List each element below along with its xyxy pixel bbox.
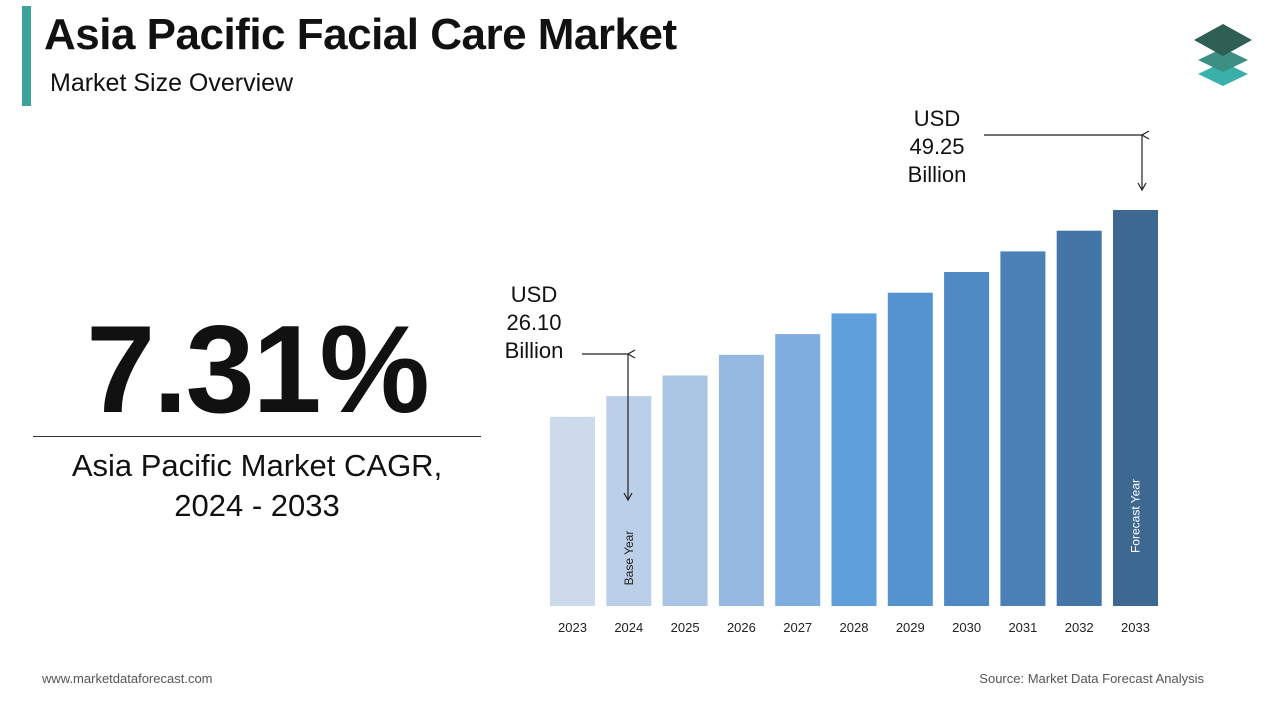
bar-2033	[1113, 210, 1158, 606]
cagr-label-line1: Asia Pacific Market CAGR,	[71, 448, 443, 483]
bar-2031	[1000, 251, 1046, 606]
cagr-value: 7.31%	[86, 301, 430, 439]
base-callout-amount: 26.10	[506, 310, 562, 335]
brand-logo-icon	[1194, 24, 1252, 86]
forecast-year-callout-arrow	[984, 135, 1142, 190]
page-subtitle: Market Size Overview	[50, 69, 294, 97]
bar-tag-2024: Base Year	[622, 531, 636, 586]
x-tick-label-2031: 2031	[1008, 620, 1037, 635]
cagr-label-line2: 2024 - 2033	[174, 488, 340, 523]
x-tick-label-2023: 2023	[558, 620, 587, 635]
cagr-divider	[33, 436, 481, 437]
x-tick-label-2033: 2033	[1121, 620, 1150, 635]
bar-2028	[831, 313, 877, 606]
x-tick-label-2026: 2026	[727, 620, 756, 635]
page-title: Asia Pacific Facial Care Market	[44, 10, 677, 59]
forecast-callout-currency: USD	[913, 106, 961, 131]
x-tick-label-2024: 2024	[614, 620, 643, 635]
x-tick-label-2028: 2028	[840, 620, 869, 635]
forecast-callout-unit: Billion	[907, 162, 967, 187]
x-tick-label-2029: 2029	[896, 620, 925, 635]
bar-2026	[718, 354, 764, 606]
bar-2023	[550, 416, 595, 606]
bar-2030	[944, 272, 990, 606]
bar-2029	[887, 292, 933, 606]
base-year-value-callout: USD 26.10 Billion	[495, 281, 573, 365]
base-callout-currency: USD	[510, 282, 558, 307]
cagr-label: Asia Pacific Market CAGR, 2024 - 2033	[33, 446, 481, 526]
forecast-year-value-callout: USD 49.25 Billion	[897, 105, 977, 189]
bar-2027	[775, 334, 821, 606]
forecast-callout-amount: 49.25	[909, 134, 965, 159]
x-tick-label-2027: 2027	[783, 620, 812, 635]
website-footer: www.marketdataforecast.com	[42, 671, 213, 686]
base-callout-unit: Billion	[504, 338, 564, 363]
x-tick-label-2032: 2032	[1065, 620, 1094, 635]
bar-tag-2033: Forecast Year	[1129, 479, 1143, 553]
base-year-callout-arrow	[582, 354, 628, 500]
bar-2025	[662, 375, 708, 606]
x-tick-label-2030: 2030	[952, 620, 981, 635]
x-tick-label-2025: 2025	[671, 620, 700, 635]
bar-2032	[1056, 230, 1102, 606]
source-footer: Source: Market Data Forecast Analysis	[979, 671, 1204, 686]
title-accent-bar	[22, 6, 31, 106]
